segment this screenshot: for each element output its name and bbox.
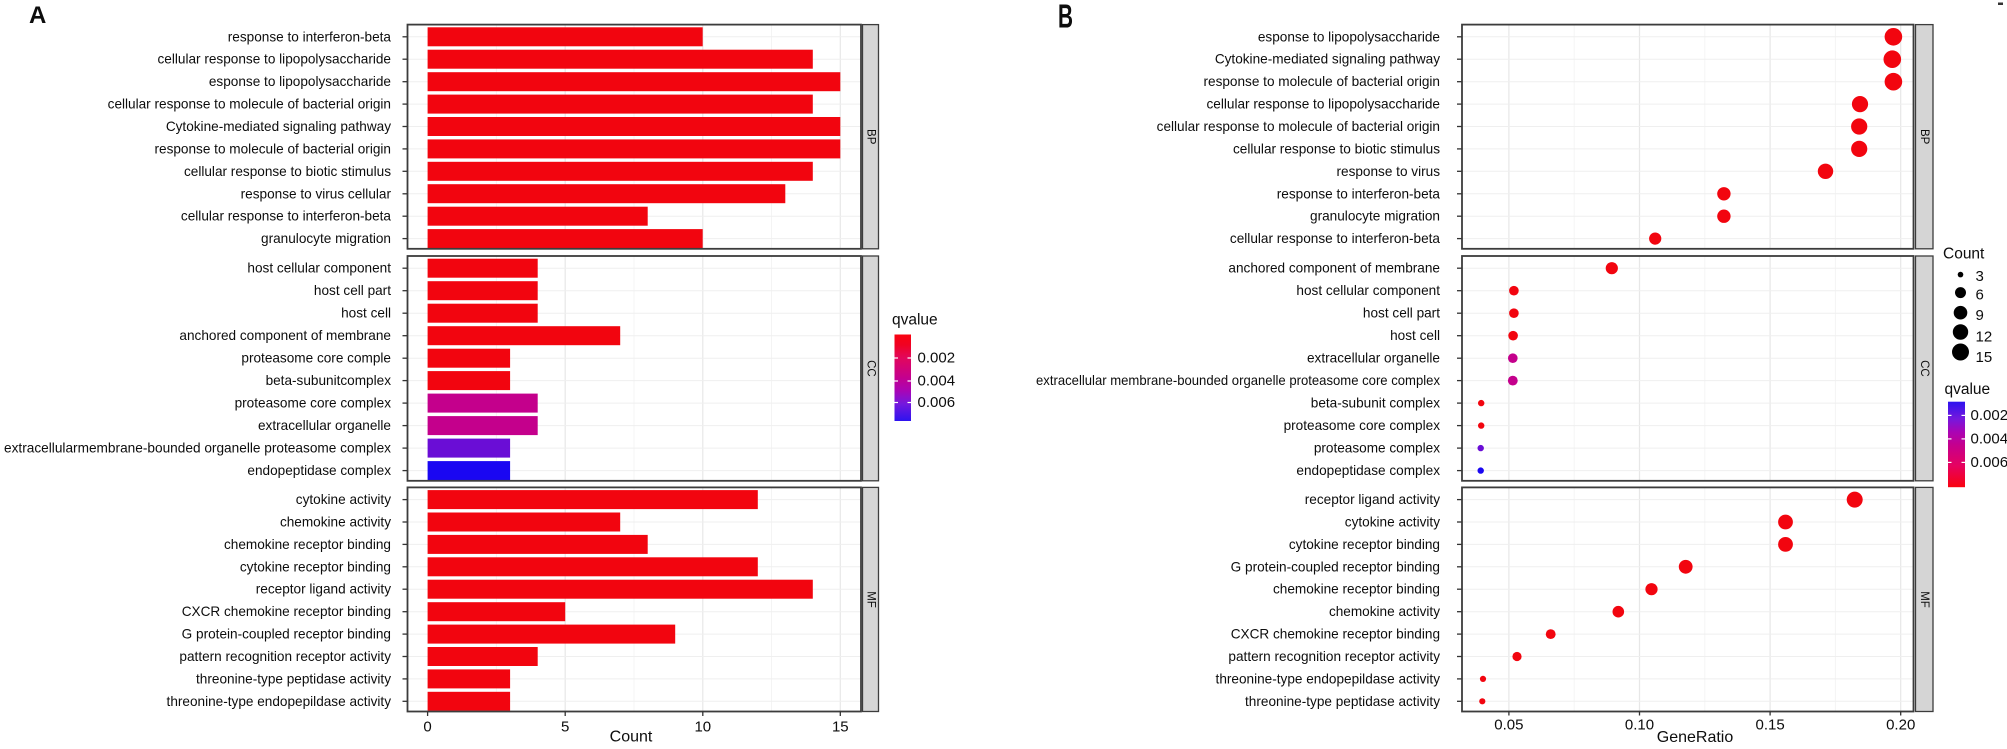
svg-text:Cytokine-mediated signaling pa: Cytokine-mediated signaling pathway xyxy=(1215,52,1440,67)
svg-text:cytokine receptor binding: cytokine receptor binding xyxy=(1289,537,1440,552)
svg-text:cellular response to molecule: cellular response to molecule of bacteri… xyxy=(108,97,391,112)
svg-text:0.002: 0.002 xyxy=(918,350,956,367)
svg-text:host cellular component: host cellular component xyxy=(247,261,391,276)
svg-text:Cytokine-mediated signaling pa: Cytokine-mediated signaling pathway xyxy=(166,119,391,134)
svg-text:cellular response to interfero: cellular response to interferon-beta xyxy=(1230,231,1441,246)
svg-text:chemokine activity: chemokine activity xyxy=(1329,604,1440,619)
svg-text:0.05: 0.05 xyxy=(1494,717,1523,734)
svg-text:threonine-type endopepildase a: threonine-type endopepildase activity xyxy=(1216,671,1441,686)
svg-text:cellular response to molecule: cellular response to molecule of bacteri… xyxy=(1157,119,1440,134)
svg-text:qvalue: qvalue xyxy=(1945,381,1991,398)
svg-text:MF: MF xyxy=(865,591,877,608)
svg-text:esponse to lipopolysaccharide: esponse to lipopolysaccharide xyxy=(209,74,391,89)
svg-text:6: 6 xyxy=(1976,287,1984,304)
svg-text:proteasome complex: proteasome complex xyxy=(1314,441,1440,456)
svg-text:host cell: host cell xyxy=(1390,328,1440,343)
svg-text:MF: MF xyxy=(1918,591,1930,608)
svg-text:receptor ligand activity: receptor ligand activity xyxy=(1305,492,1440,507)
svg-text:receptor ligand activity: receptor ligand activity xyxy=(256,582,391,597)
svg-text:CC: CC xyxy=(865,360,877,377)
svg-text:15: 15 xyxy=(1976,349,1993,366)
svg-text:10: 10 xyxy=(694,719,711,736)
svg-text:response to virus cellular: response to virus cellular xyxy=(241,186,392,201)
svg-text:granulocyte migration: granulocyte migration xyxy=(1310,209,1440,224)
svg-text:cellular response to lipopolys: cellular response to lipopolysaccharide xyxy=(1207,97,1441,112)
svg-text:12: 12 xyxy=(1976,329,1993,346)
svg-text:beta-subunit complex: beta-subunit complex xyxy=(1311,396,1440,411)
svg-text:beta-subunitcomplex: beta-subunitcomplex xyxy=(266,373,392,388)
svg-text:cellular response to interfero: cellular response to interferon-beta xyxy=(181,209,392,224)
svg-text:9: 9 xyxy=(1976,307,1984,324)
svg-text:0: 0 xyxy=(423,719,431,736)
svg-text:A: A xyxy=(29,2,46,29)
svg-text:0.15: 0.15 xyxy=(1755,717,1784,734)
svg-text:cytokine receptor binding: cytokine receptor binding xyxy=(240,559,391,574)
svg-text:extracellular organelle: extracellular organelle xyxy=(1307,351,1440,366)
svg-text:threonine-type endopepildase a: threonine-type endopepildase activity xyxy=(167,694,392,709)
svg-text:Count: Count xyxy=(1943,246,1985,263)
svg-text:3: 3 xyxy=(1976,268,1984,285)
svg-text:anchored component of membrane: anchored component of membrane xyxy=(179,328,391,343)
svg-text:endopeptidase complex: endopeptidase complex xyxy=(247,463,391,478)
svg-text:CXCR chemokine receptor bindin: CXCR chemokine receptor binding xyxy=(182,604,391,619)
svg-text:CC: CC xyxy=(1918,360,1930,377)
svg-text:0.006: 0.006 xyxy=(918,394,956,411)
svg-text:chemokine activity: chemokine activity xyxy=(280,515,391,530)
svg-text:B: B xyxy=(1058,0,1073,35)
svg-text:extracellular organelle: extracellular organelle xyxy=(258,418,391,433)
svg-text:endopeptidase complex: endopeptidase complex xyxy=(1296,463,1440,478)
svg-text:threonine-type peptidase activ: threonine-type peptidase activity xyxy=(196,671,391,686)
svg-text:proteasome core complex: proteasome core complex xyxy=(1284,418,1441,433)
svg-text:anchored component of membrane: anchored component of membrane xyxy=(1228,261,1440,276)
svg-text:response to molecule of bacter: response to molecule of bacterial origin xyxy=(154,141,391,156)
svg-text:5: 5 xyxy=(561,719,569,736)
svg-text:0.002: 0.002 xyxy=(1971,407,2007,424)
svg-text:cellular response to biotic st: cellular response to biotic stimulus xyxy=(184,164,391,179)
svg-text:host cell part: host cell part xyxy=(314,283,391,298)
svg-text:cellular response to lipopolys: cellular response to lipopolysaccharide xyxy=(158,52,392,67)
svg-text:response to molecule of bacter: response to molecule of bacterial origin xyxy=(1203,74,1440,89)
svg-text:chemokine receptor binding: chemokine receptor binding xyxy=(1273,582,1440,597)
svg-text:cellular response to biotic st: cellular response to biotic stimulus xyxy=(1233,141,1440,156)
svg-text:granulocyte migration: granulocyte migration xyxy=(261,231,391,246)
svg-text:esponse to lipopolysaccharide: esponse to lipopolysaccharide xyxy=(1258,29,1440,44)
svg-text:host cell part: host cell part xyxy=(1363,306,1440,321)
svg-text:response to virus: response to virus xyxy=(1336,164,1440,179)
svg-text:0.004: 0.004 xyxy=(918,373,956,390)
svg-text:host cellular component: host cellular component xyxy=(1296,283,1440,298)
svg-text:proteasome core complex: proteasome core complex xyxy=(235,396,392,411)
svg-text:0.20: 0.20 xyxy=(1886,717,1915,734)
svg-text:BP: BP xyxy=(1918,129,1930,145)
svg-text:cytokine activity: cytokine activity xyxy=(296,492,391,507)
svg-text:CXCR chemokine receptor bindin: CXCR chemokine receptor binding xyxy=(1231,627,1440,642)
svg-text:response to interferon-beta: response to interferon-beta xyxy=(228,29,392,44)
svg-text:extracellular membrane-bounded: extracellular membrane-bounded organelle… xyxy=(1036,373,1440,388)
svg-text:threonine-type peptidase activ: threonine-type peptidase activity xyxy=(1245,694,1440,709)
svg-text:extracellularmembrane-bounded: extracellularmembrane-bounded organelle … xyxy=(4,441,391,456)
svg-text:0.004: 0.004 xyxy=(1971,430,2007,447)
svg-text:0.10: 0.10 xyxy=(1625,717,1654,734)
svg-text:cytokine activity: cytokine activity xyxy=(1345,515,1440,530)
svg-text:G protein-coupled receptor bin: G protein-coupled receptor binding xyxy=(1231,559,1440,574)
svg-text:qvalue: qvalue xyxy=(892,312,938,329)
svg-text:G protein-coupled receptor bin: G protein-coupled receptor binding xyxy=(182,627,391,642)
svg-text:pattern recognition receptor a: pattern recognition receptor activity xyxy=(1228,649,1440,664)
svg-text:response to interferon-beta: response to interferon-beta xyxy=(1277,186,1441,201)
svg-text:0.006: 0.006 xyxy=(1971,454,2007,471)
svg-text:pattern recognition receptor: pattern recognition receptor activity xyxy=(179,649,391,664)
svg-text:15: 15 xyxy=(832,719,849,736)
svg-text:proteasome core comple: proteasome core comple xyxy=(241,351,391,366)
svg-text:host cell: host cell xyxy=(341,306,391,321)
svg-text:BP: BP xyxy=(865,129,877,145)
svg-text:Count: Count xyxy=(610,729,653,746)
svg-text:GeneRatio: GeneRatio xyxy=(1657,729,1734,746)
svg-text:chemokine receptor binding: chemokine receptor binding xyxy=(224,537,391,552)
